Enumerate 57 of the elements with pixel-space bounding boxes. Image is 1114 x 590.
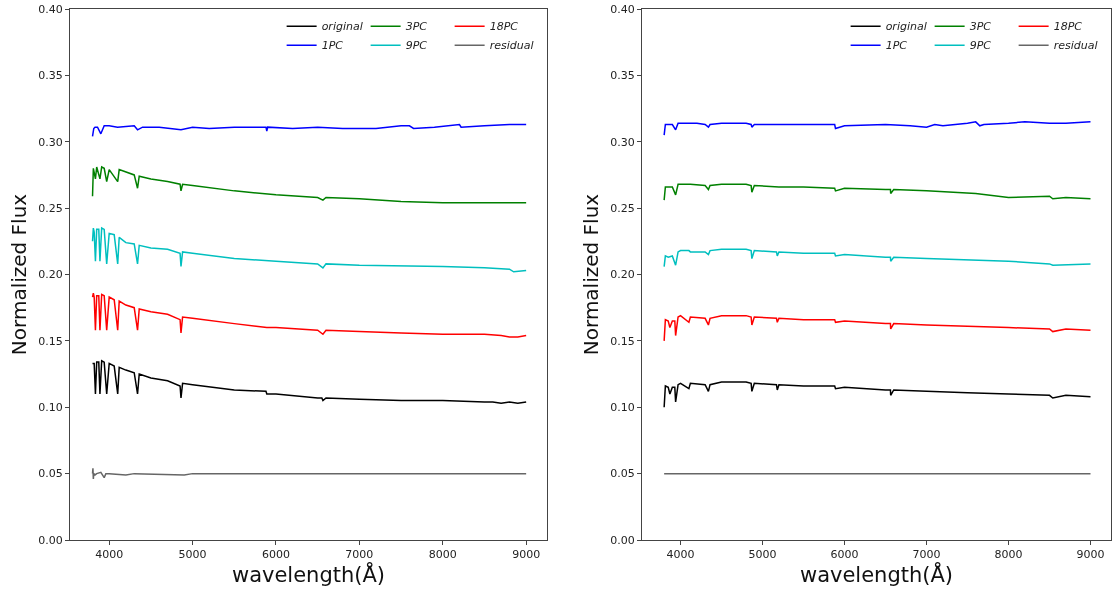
y-axis-title: Normalized Flux [6, 193, 31, 356]
x-tick-label: 9000 [512, 548, 541, 562]
x-tick-label: 7000 [345, 548, 374, 562]
y-tick-label: 0.15 [38, 334, 63, 348]
x-tick-label: 5000 [748, 548, 777, 562]
y-tick-label: 0.30 [38, 135, 63, 149]
x-tick-label: 8000 [994, 548, 1023, 562]
legend-label: residual [1053, 39, 1098, 53]
x-axis-title: wavelength(Å) [231, 561, 386, 588]
y-tick-label: 0.35 [38, 69, 63, 83]
line-series [663, 183, 1092, 201]
legend-label: 1PC [321, 39, 344, 53]
x-tick-label: 4000 [666, 548, 695, 562]
x-tick-label: 6000 [261, 548, 290, 562]
legend-label: residual [489, 39, 534, 53]
line-series [663, 121, 1092, 136]
legend-label: 1PC [885, 39, 908, 53]
line-series [663, 248, 1092, 268]
y-tick-label: 0.00 [38, 533, 63, 547]
y-tick-label: 0.25 [38, 201, 63, 215]
line-series [91, 467, 527, 480]
line-series [91, 227, 527, 273]
y-tick-label: 0.05 [38, 467, 63, 481]
y-tick-label: 0.40 [38, 2, 63, 16]
x-tick-label: 7000 [912, 548, 941, 562]
line-series [91, 360, 527, 405]
line-series [91, 166, 527, 204]
x-tick-label: 6000 [830, 548, 859, 562]
x-tick-label: 9000 [1076, 548, 1105, 562]
y-tick-label: 0.25 [610, 201, 635, 215]
x-tick-label: 5000 [178, 548, 207, 562]
legend-label: 18PC [1053, 20, 1083, 34]
legend-label: 18PC [489, 20, 519, 34]
y-tick-label: 0.15 [610, 334, 635, 348]
line-series [663, 314, 1092, 342]
legend-label: 9PC [405, 39, 428, 53]
y-tick-label: 0.20 [38, 268, 63, 282]
line-series [91, 292, 527, 338]
x-tick-label: 4000 [95, 548, 124, 562]
y-tick-label: 0.30 [610, 135, 635, 149]
x-axis-title: wavelength(Å) [799, 561, 954, 588]
y-tick-label: 0.05 [610, 467, 635, 481]
legend-label: original [321, 20, 363, 34]
y-tick-label: 0.00 [610, 533, 635, 547]
line-series [91, 123, 527, 138]
legend-label: original [885, 20, 927, 34]
line-series [663, 381, 1092, 408]
legend-label: 3PC [405, 20, 428, 34]
y-tick-label: 0.10 [610, 401, 635, 415]
x-tick-label: 8000 [428, 548, 457, 562]
y-tick-label: 0.10 [38, 401, 63, 415]
y-tick-label: 0.40 [610, 2, 635, 16]
legend-label: 3PC [969, 20, 992, 34]
y-tick-label: 0.35 [610, 69, 635, 83]
y-axis-title: Normalized Flux [578, 193, 603, 356]
legend-label: 9PC [969, 39, 992, 53]
y-tick-label: 0.20 [610, 268, 635, 282]
